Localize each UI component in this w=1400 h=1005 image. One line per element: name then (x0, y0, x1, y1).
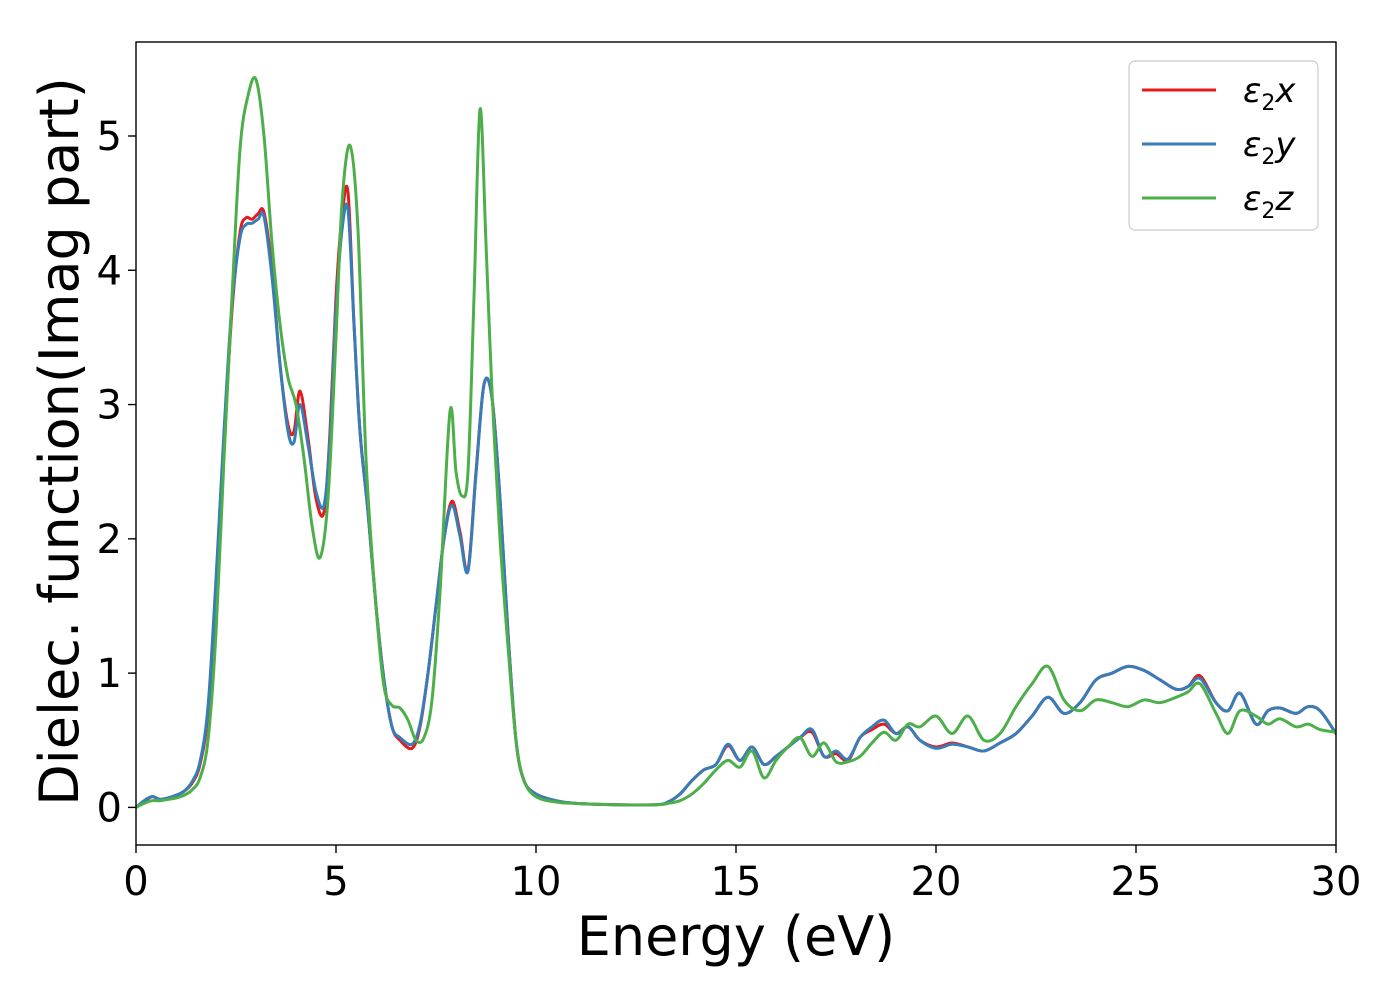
x-axis-ticks: 0 5 10 15 20 25 30 (123, 845, 1361, 905)
x-tick-label: 20 (911, 859, 962, 905)
series-line-y (136, 202, 1336, 809)
legend-label-x: ε2x (1243, 71, 1296, 116)
legend: ε2x ε2y ε2z (1128, 60, 1319, 231)
y-tick-label: 3 (97, 383, 122, 429)
x-axis-title: Energy (eV) (577, 905, 896, 968)
x-tick-label: 10 (511, 859, 562, 905)
legend-label-z: ε2z (1243, 179, 1294, 224)
y-axis-ticks: 0 1 2 3 4 5 (97, 114, 136, 831)
x-tick-label: 30 (1311, 859, 1362, 905)
x-tick-label: 25 (1111, 859, 1162, 905)
x-tick-label: 5 (323, 859, 348, 905)
y-tick-label: 4 (97, 248, 122, 294)
legend-label-y: ε2y (1243, 125, 1296, 170)
x-tick-label: 15 (711, 859, 762, 905)
y-tick-label: 1 (97, 651, 122, 697)
x-tick-label: 0 (123, 859, 148, 905)
series-line-z (136, 76, 1336, 809)
y-tick-label: 5 (97, 114, 122, 160)
y-tick-label: 2 (97, 517, 122, 563)
plot-lines (136, 76, 1336, 809)
y-axis-title: Dielec. function(Imag part) (28, 77, 91, 806)
y-tick-label: 0 (97, 785, 122, 831)
legend-frame (1128, 60, 1319, 231)
